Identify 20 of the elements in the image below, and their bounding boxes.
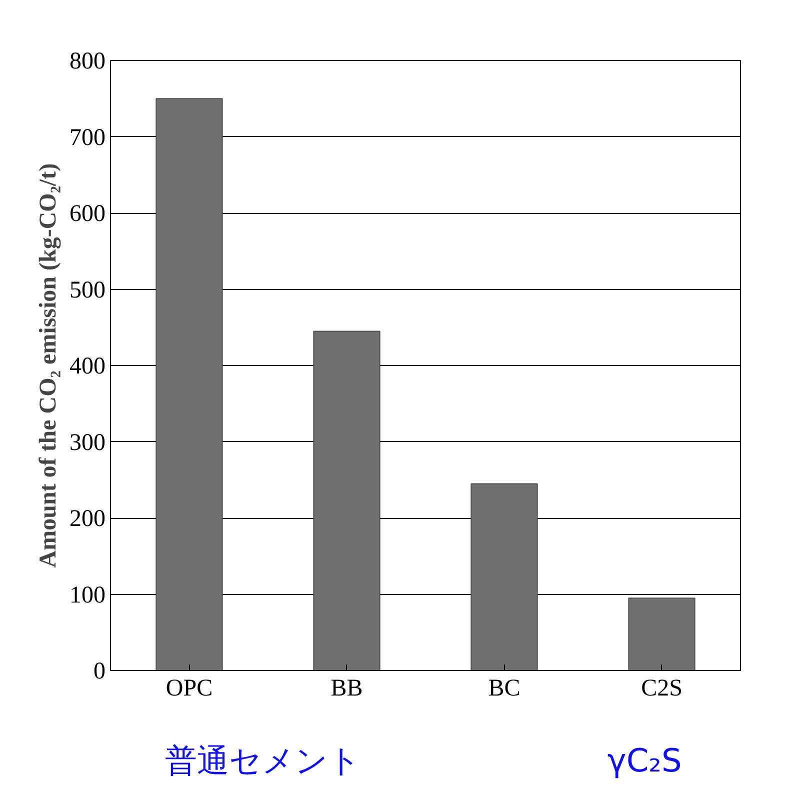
bar: [628, 598, 696, 670]
x-tick-label: OPC: [166, 676, 213, 702]
y-tick-label: 300: [70, 430, 106, 456]
y-tick-label: 700: [70, 124, 106, 151]
y-tick-label: 400: [70, 354, 106, 380]
y-tick-label: 600: [70, 201, 106, 227]
bar: [313, 330, 380, 670]
x-tick-label: C2S: [641, 676, 682, 702]
y-tick-label: 500: [70, 277, 106, 304]
x-tick-label: BC: [488, 676, 520, 702]
y-tick-label: 100: [70, 582, 106, 608]
bar: [470, 483, 538, 670]
bar: [156, 98, 223, 670]
y-tick-label: 0: [94, 658, 106, 684]
x-tick-label: BB: [330, 676, 363, 702]
y-tick-label: 800: [70, 48, 106, 74]
y-tick-label: 200: [70, 506, 106, 532]
text: γC₂S: [607, 742, 682, 780]
text: 普通セメント: [164, 742, 361, 780]
y-axis-title: Amount of the CO₂ emission (kg-CO₂/t): [36, 163, 62, 568]
